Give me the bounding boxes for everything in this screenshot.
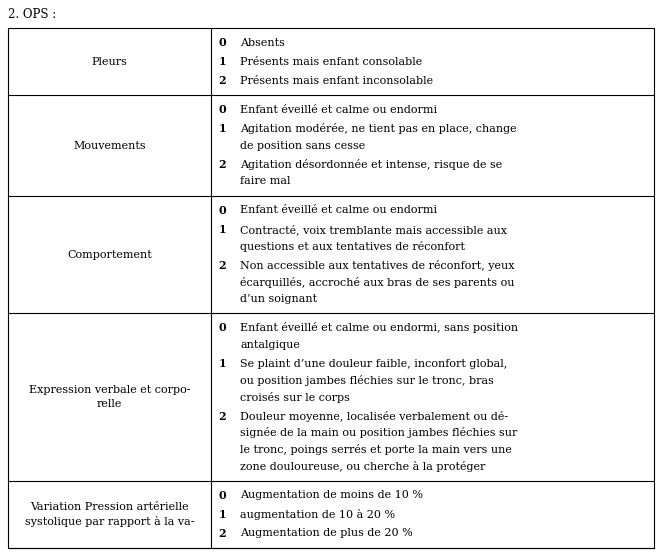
Text: Non accessible aux tentatives de réconfort, yeux: Non accessible aux tentatives de réconfo… [240, 260, 515, 271]
Text: Enfant éveillé et calme ou endormi: Enfant éveillé et calme ou endormi [240, 205, 438, 215]
Text: 2: 2 [218, 260, 226, 271]
Text: antalgique: antalgique [240, 339, 301, 349]
Text: Présents mais enfant inconsolable: Présents mais enfant inconsolable [240, 76, 434, 86]
Text: d’un soignant: d’un soignant [240, 294, 318, 304]
Text: Absents: Absents [240, 38, 285, 47]
Text: Expression verbale et corpo-
relle: Expression verbale et corpo- relle [29, 385, 191, 409]
Text: 0: 0 [218, 37, 226, 48]
Text: Agitation modérée, ne tient pas en place, change: Agitation modérée, ne tient pas en place… [240, 124, 517, 135]
Text: Variation Pression artérielle
systolique par rapport à la va-: Variation Pression artérielle systolique… [25, 502, 195, 527]
Text: Enfant éveillé et calme ou endormi, sans position: Enfant éveillé et calme ou endormi, sans… [240, 322, 518, 333]
Text: 1: 1 [218, 224, 226, 235]
Text: 1: 1 [218, 358, 226, 369]
Text: 2: 2 [218, 75, 226, 86]
Text: 0: 0 [218, 322, 226, 333]
Text: 2. OPS :: 2. OPS : [8, 8, 56, 20]
Text: 2: 2 [218, 411, 226, 422]
Text: le tronc, poings serrés et porte la main vers une: le tronc, poings serrés et porte la main… [240, 444, 512, 455]
Text: Contracté, voix tremblante mais accessible aux: Contracté, voix tremblante mais accessib… [240, 224, 508, 235]
Text: Se plaint d’une douleur faible, inconfort global,: Se plaint d’une douleur faible, inconfor… [240, 359, 508, 369]
Text: Présents mais enfant consolable: Présents mais enfant consolable [240, 57, 423, 67]
Text: Douleur moyenne, localisée verbalement ou dé-: Douleur moyenne, localisée verbalement o… [240, 411, 508, 422]
Text: questions et aux tentatives de réconfort: questions et aux tentatives de réconfort [240, 241, 465, 252]
Text: signée de la main ou position jambes fléchies sur: signée de la main ou position jambes flé… [240, 427, 518, 438]
Text: ou position jambes fléchies sur le tronc, bras: ou position jambes fléchies sur le tronc… [240, 375, 495, 386]
Text: Augmentation de moins de 10 %: Augmentation de moins de 10 % [240, 490, 424, 500]
Text: écarquillés, accroché aux bras de ses parents ou: écarquillés, accroché aux bras de ses pa… [240, 277, 515, 288]
Text: faire mal: faire mal [240, 177, 291, 187]
Text: Mouvements: Mouvements [73, 141, 146, 151]
Text: 1: 1 [218, 56, 226, 67]
Text: Augmentation de plus de 20 %: Augmentation de plus de 20 % [240, 528, 413, 539]
Text: 1: 1 [218, 509, 226, 520]
Text: croisés sur le corps: croisés sur le corps [240, 391, 350, 402]
Text: de position sans cesse: de position sans cesse [240, 141, 365, 151]
Text: 1: 1 [218, 124, 226, 135]
Text: Enfant éveillé et calme ou endormi: Enfant éveillé et calme ou endormi [240, 105, 438, 115]
Text: Pleurs: Pleurs [92, 57, 128, 67]
Text: 0: 0 [218, 205, 226, 216]
Text: Agitation désordonnée et intense, risque de se: Agitation désordonnée et intense, risque… [240, 160, 502, 171]
Text: 2: 2 [218, 528, 226, 539]
Text: augmentation de 10 à 20 %: augmentation de 10 à 20 % [240, 509, 396, 520]
Text: Comportement: Comportement [68, 250, 152, 259]
Text: zone douloureuse, ou cherche à la protéger: zone douloureuse, ou cherche à la protég… [240, 461, 486, 471]
Text: 2: 2 [218, 160, 226, 171]
Text: 0: 0 [218, 490, 226, 501]
Text: 0: 0 [218, 104, 226, 115]
